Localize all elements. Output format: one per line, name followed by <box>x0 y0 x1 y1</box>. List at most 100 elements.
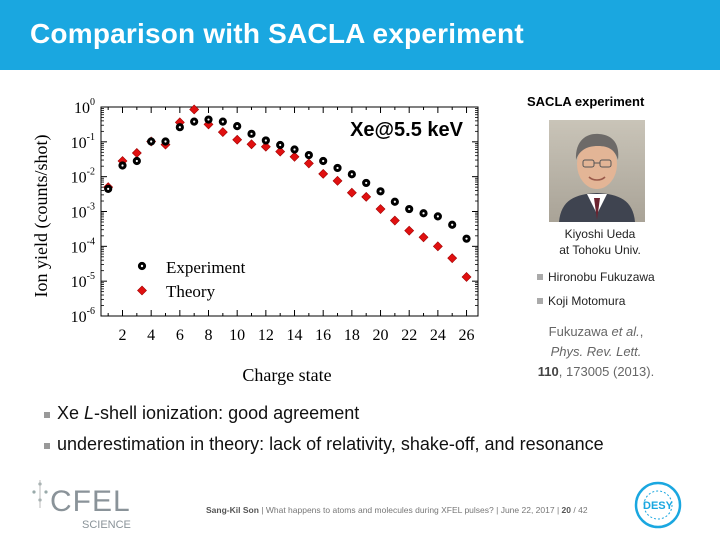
x-tick-label: 12 <box>258 327 274 344</box>
bullet-list: Xe L-shell ionization: good agreement un… <box>44 398 604 460</box>
legend-theory-marker <box>137 285 147 296</box>
theory-point <box>232 134 243 145</box>
footer: Sang-Kil Son | What happens to atoms and… <box>206 505 588 515</box>
sacla-heading: SACLA experiment <box>527 94 645 109</box>
coauthor-name: Koji Motomura <box>548 294 626 308</box>
theory-point <box>275 146 286 157</box>
footer-total: / 42 <box>573 505 588 515</box>
y-axis-label: Ion yield (counts/shot) <box>31 135 52 298</box>
x-tick-label: 4 <box>147 327 155 344</box>
coauthor-name: Hironobu Fukuzawa <box>548 270 655 284</box>
theory-point <box>361 191 372 202</box>
theory-point <box>432 241 443 252</box>
y-tick-label: 10-6 <box>71 306 95 326</box>
experiment-point-dot <box>207 118 210 121</box>
y-tick-label: 10-1 <box>71 132 95 152</box>
theory-point <box>303 158 314 169</box>
theory-point <box>217 127 228 138</box>
theory-point <box>375 204 386 214</box>
experiment-point-dot <box>279 143 282 147</box>
x-tick-label: 22 <box>401 327 417 344</box>
x-axis-label: Charge state <box>242 365 331 385</box>
footer-author: Sang-Kil Son <box>206 505 259 515</box>
x-tick-label: 24 <box>430 327 446 344</box>
experiment-point-dot <box>150 140 153 143</box>
theory-point <box>418 232 429 243</box>
slide-title: Comparison with SACLA experiment <box>30 18 524 49</box>
experiment-point-dot <box>436 215 439 218</box>
experiment-point-dot <box>293 148 296 151</box>
bullet-item: Xe L-shell ionization: good agreement <box>44 398 604 429</box>
footer-date: June 22, 2017 <box>500 505 555 515</box>
theory-point <box>131 148 142 158</box>
theory-point <box>404 225 415 236</box>
cfel-logo-text: CFEL <box>50 485 131 518</box>
experiment-point-dot <box>465 237 468 240</box>
chart-legend: Experiment Theory <box>137 258 246 301</box>
cfel-logo-icon: CFEL SCIENCE <box>32 480 131 531</box>
legend-experiment-marker-dot <box>140 264 144 268</box>
title-bar: Comparison with SACLA experiment <box>0 0 720 70</box>
footer-talk-title: What happens to atoms and molecules duri… <box>265 505 494 515</box>
ref-journal: Phys. Rev. Lett. <box>550 344 642 359</box>
x-tick-label: 2 <box>119 327 127 344</box>
legend-theory-label: Theory <box>166 282 216 301</box>
bullet-square-icon <box>44 411 50 418</box>
experiment-point-dot <box>193 120 196 123</box>
theory-point <box>346 187 357 198</box>
person-affiliation: at Tohoku Univ. <box>559 243 641 257</box>
y-tick-label: 100 <box>74 97 95 117</box>
list-item: Hironobu Fukuzawa <box>537 265 655 289</box>
experiment-point-dot <box>236 125 239 128</box>
bullet-text: underestimation in theory: lack of relat… <box>57 434 604 454</box>
list-item: Koji Motomura <box>537 289 655 313</box>
bullet-text: Xe L-shell ionization: good agreement <box>57 403 360 423</box>
person-name: Kiyoshi Ueda <box>564 227 636 241</box>
experiment-point-dot <box>422 212 425 215</box>
theory-point <box>289 151 300 162</box>
person-caption: Kiyoshi Ueda at Tohoku Univ. <box>541 226 659 258</box>
x-tick-label: 6 <box>176 327 184 344</box>
theory-point <box>389 215 400 226</box>
experiment-point-dot <box>365 181 368 185</box>
experiment-point-dot <box>451 223 454 226</box>
x-tick-label: 14 <box>287 327 303 344</box>
portrait-photo <box>549 120 645 222</box>
bullet-item: underestimation in theory: lack of relat… <box>44 429 604 460</box>
footer-page: 20 <box>561 505 572 515</box>
theory-point <box>318 168 329 179</box>
person-photo-icon <box>549 120 645 222</box>
experiment-point-dot <box>393 200 396 203</box>
reference: Fukuzawa et al., Phys. Rev. Lett. 110, 1… <box>537 324 655 379</box>
y-tick-label: 10-5 <box>71 271 95 291</box>
experiment-point-dot <box>178 126 181 129</box>
experiment-point-dot <box>107 187 110 190</box>
x-tick-label: 16 <box>315 327 331 344</box>
x-axis-ticks: 2 4 6 8 10 12 14 16 18 20 22 24 26 <box>107 107 475 344</box>
theory-point <box>461 272 472 282</box>
y-tick-label: 10-4 <box>71 236 95 256</box>
x-tick-label: 20 <box>373 327 389 344</box>
theory-point <box>246 139 257 150</box>
bullet-square-icon <box>537 274 543 280</box>
theory-point <box>260 141 271 152</box>
x-tick-label: 18 <box>344 327 360 344</box>
desy-logo-text: DESY <box>643 500 674 512</box>
experiment-point-dot <box>135 159 138 163</box>
experiment-point-dot <box>307 153 310 157</box>
ref-rest: , 173005 (2013). <box>558 364 655 379</box>
chart-annotation: Xe@5.5 keV <box>350 119 464 141</box>
experiment-point-dot <box>164 140 167 143</box>
desy-logo-icon: DESY <box>634 481 682 529</box>
legend-experiment-label: Experiment <box>166 258 246 277</box>
data-points <box>103 104 472 282</box>
ref-authors: Fukuzawa <box>548 324 608 339</box>
cfel-logo-subtext: SCIENCE <box>82 519 131 531</box>
experiment-point-dot <box>221 120 224 123</box>
y-tick-label: 10-3 <box>71 202 95 222</box>
theory-point <box>189 104 200 115</box>
ref-etal: et al. <box>611 324 640 339</box>
x-tick-label: 10 <box>229 327 245 344</box>
bullet-square-icon <box>44 442 50 449</box>
